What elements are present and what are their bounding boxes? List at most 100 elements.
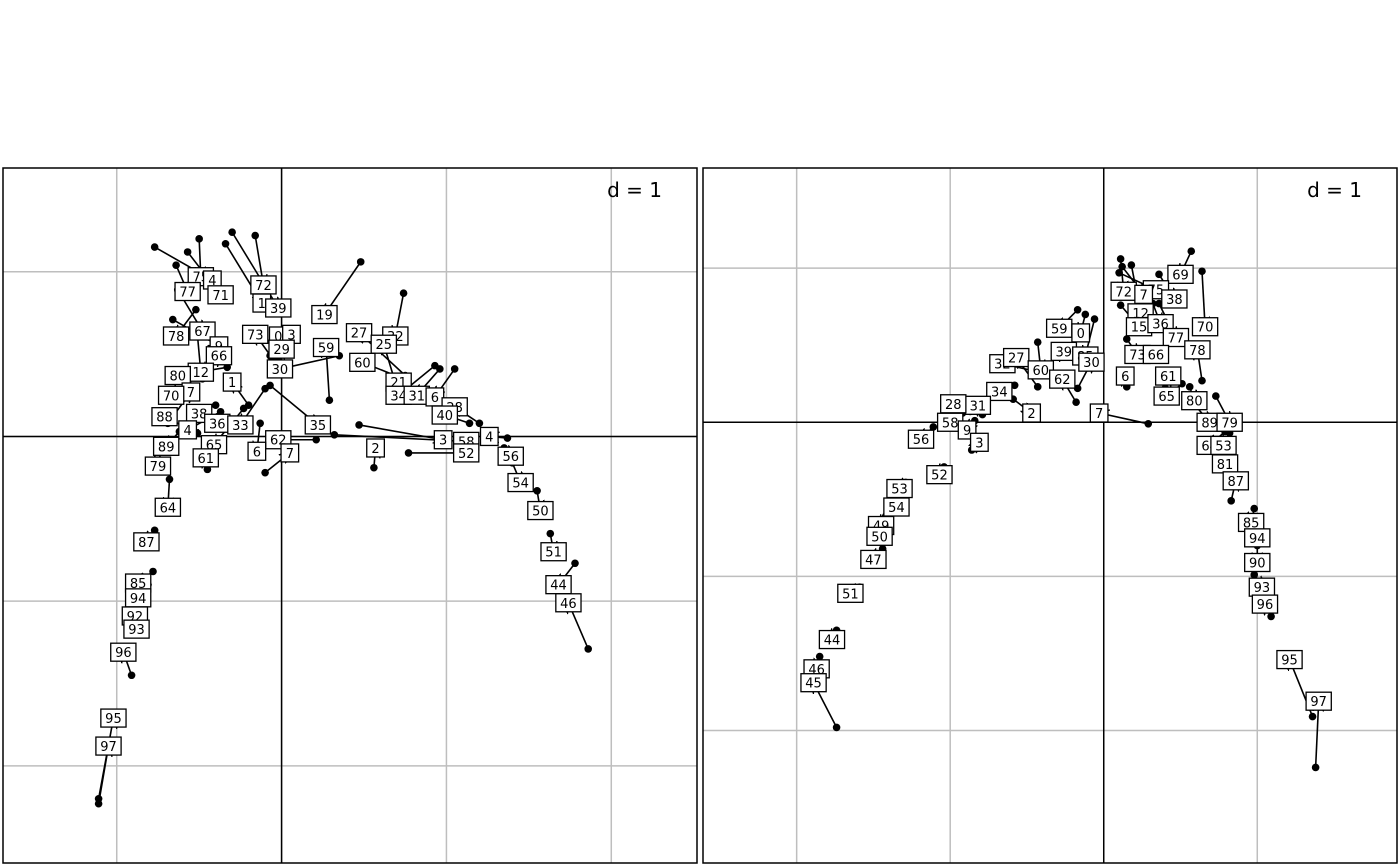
point-label-text: 85 <box>1243 516 1260 531</box>
point-label-text: 72 <box>1115 285 1132 300</box>
origin-point <box>1250 504 1259 513</box>
origin-point <box>1212 392 1220 400</box>
point-label: 90 <box>1244 552 1271 573</box>
point-label-box <box>311 304 338 325</box>
origin-point <box>533 486 541 495</box>
displacement-arrow <box>358 424 443 440</box>
point-label-box <box>540 542 567 562</box>
origin-point <box>832 723 841 732</box>
origin-point <box>355 421 363 429</box>
point-label-box <box>907 429 935 449</box>
origin-point <box>1227 497 1235 505</box>
origin-point <box>1198 376 1206 385</box>
point-label-text: 95 <box>105 712 122 727</box>
point-label-box <box>189 321 216 341</box>
origin-point <box>1198 267 1206 276</box>
point-label-box <box>178 420 198 440</box>
point-label: 59 <box>312 337 340 358</box>
panel-left-data: 7547771721391967787303273292959256660123… <box>94 228 593 808</box>
point-label: 94 <box>124 588 152 608</box>
point-label: 6 <box>247 441 267 461</box>
point-label-box <box>883 497 910 517</box>
point-label-text: 70 <box>163 389 180 404</box>
point-label-box <box>162 326 190 346</box>
origin-point <box>195 235 203 243</box>
point-label-box <box>1216 412 1243 432</box>
point-label-text: 38 <box>1166 293 1183 308</box>
point-label-text: 77 <box>1168 332 1185 347</box>
point-label-text: 52 <box>458 447 475 462</box>
panel-left-axes <box>3 168 697 863</box>
origin-point <box>1116 301 1125 309</box>
point-label: 53 <box>886 478 913 499</box>
point-label: 60 <box>349 352 376 372</box>
origin-point <box>1010 381 1019 390</box>
point-label-box <box>1251 594 1279 614</box>
origin-point <box>211 401 220 409</box>
point-label-box <box>268 339 295 359</box>
point-label: 80 <box>1181 391 1208 411</box>
origin-point <box>325 396 334 405</box>
origin-point <box>1033 338 1042 346</box>
point-label: 97 <box>1305 691 1332 711</box>
point-label-text: 72 <box>255 279 272 294</box>
point-label-box <box>507 472 534 493</box>
point-label-box <box>174 281 201 302</box>
point-label-box <box>1115 366 1135 386</box>
origin-point <box>1116 255 1125 263</box>
origin-point <box>450 365 459 373</box>
point-label-text: 30 <box>272 363 289 378</box>
point-label-text: 94 <box>1249 532 1266 547</box>
point-label-text: 39 <box>270 302 287 317</box>
point-label-text: 89 <box>158 440 175 455</box>
point-label-text: 67 <box>194 325 211 340</box>
point-label-text: 97 <box>1310 695 1327 710</box>
point-label-text: 9 <box>963 424 971 439</box>
point-label-box <box>431 405 459 425</box>
point-label-text: 51 <box>842 587 859 602</box>
point-label: 33 <box>227 415 254 435</box>
origin-point <box>168 315 177 324</box>
point-label-box <box>433 430 453 450</box>
point-label: 29 <box>268 339 295 359</box>
point-label-box <box>837 583 864 603</box>
point-label: 72 <box>250 275 277 295</box>
origin-point <box>465 419 474 428</box>
point-label-box <box>555 593 582 613</box>
point-label-box <box>157 385 185 405</box>
point-label-box <box>1181 391 1208 411</box>
panel-left-scale-label: d = 1 <box>607 178 662 202</box>
point-label-text: 29 <box>273 343 290 358</box>
point-label-box <box>1142 344 1170 365</box>
point-label-text: 46 <box>560 597 577 612</box>
point-label-box <box>1071 323 1091 343</box>
label-layer: 6972753871215367077590783985736632276030… <box>800 264 1332 711</box>
point-label: 44 <box>545 575 572 595</box>
point-label-text: 81 <box>1217 458 1234 473</box>
point-label-text: 89 <box>1201 416 1218 431</box>
point-label: 71 <box>207 285 234 305</box>
point-label-box <box>452 443 480 463</box>
point-label-box <box>1154 366 1182 386</box>
point-label: 4 <box>479 426 499 447</box>
point-label-box <box>164 365 191 386</box>
point-label-box <box>366 438 386 458</box>
point-label: 35 <box>304 415 332 435</box>
point-label: 65 <box>1153 386 1180 406</box>
origin-point <box>127 671 136 680</box>
point-label: 51 <box>540 542 567 562</box>
point-label-box <box>1049 369 1076 389</box>
origin-point <box>1187 247 1196 256</box>
origin-point <box>1144 420 1153 428</box>
point-label: 34 <box>986 381 1013 402</box>
point-label-box <box>110 642 137 662</box>
point-label-text: 1 <box>258 297 266 312</box>
point-label: 1 <box>222 372 242 392</box>
point-label-text: 88 <box>156 411 173 426</box>
point-label: 56 <box>497 446 524 466</box>
point-label-text: 93 <box>128 623 145 638</box>
origin-point <box>1308 712 1317 721</box>
point-label: 0 <box>1071 323 1091 343</box>
point-label-text: 38 <box>191 407 208 422</box>
point-label-box <box>1162 327 1190 348</box>
